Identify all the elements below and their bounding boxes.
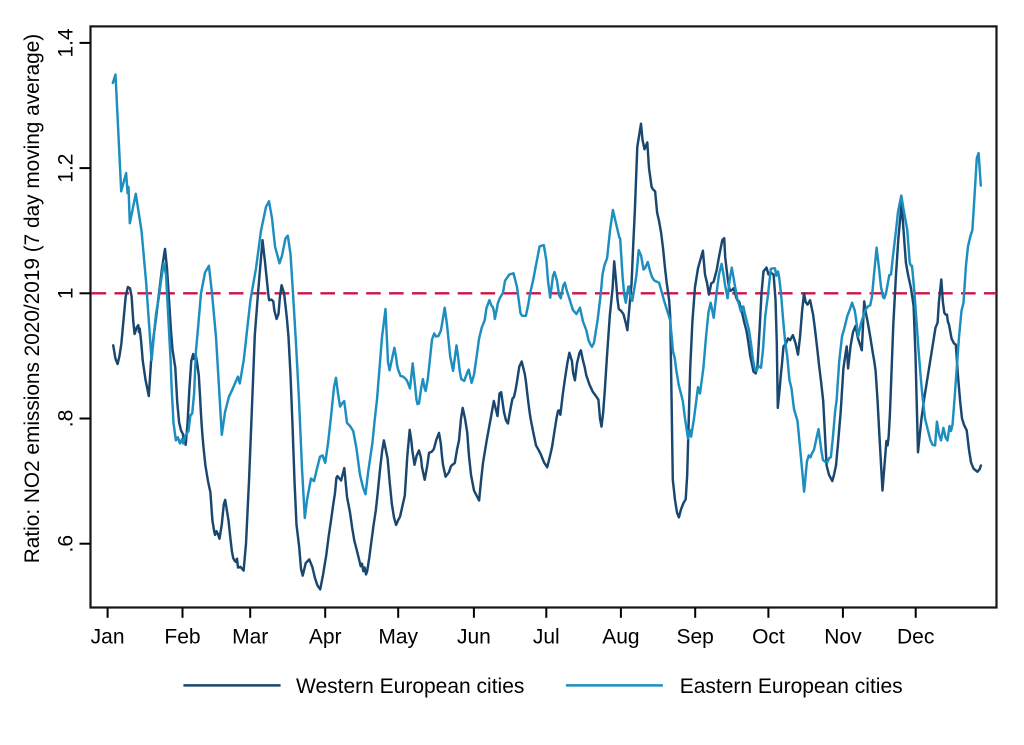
svg-text:1.4: 1.4 <box>55 28 78 58</box>
svg-text:Mar: Mar <box>232 626 268 649</box>
svg-text:1.2: 1.2 <box>55 153 78 182</box>
svg-text:Western European cities: Western European cities <box>296 675 524 698</box>
svg-text:Aug: Aug <box>602 626 639 649</box>
svg-text:Eastern European cities: Eastern European cities <box>680 675 903 698</box>
svg-text:Jun: Jun <box>457 626 491 649</box>
svg-text:Ratio: NO2 emissions 2020/2019: Ratio: NO2 emissions 2020/2019 (7 day mo… <box>21 34 44 563</box>
svg-text:.8: .8 <box>55 410 78 428</box>
svg-text:Jul: Jul <box>533 626 560 649</box>
svg-text:.6: .6 <box>55 535 78 553</box>
svg-text:Nov: Nov <box>824 626 862 649</box>
svg-text:Jan: Jan <box>91 626 125 649</box>
svg-text:Feb: Feb <box>164 626 200 649</box>
svg-text:1: 1 <box>55 287 78 299</box>
svg-text:Oct: Oct <box>752 626 785 649</box>
svg-text:May: May <box>378 626 418 649</box>
svg-text:Dec: Dec <box>897 626 934 649</box>
svg-text:Apr: Apr <box>309 626 342 649</box>
svg-text:Sep: Sep <box>677 626 714 649</box>
